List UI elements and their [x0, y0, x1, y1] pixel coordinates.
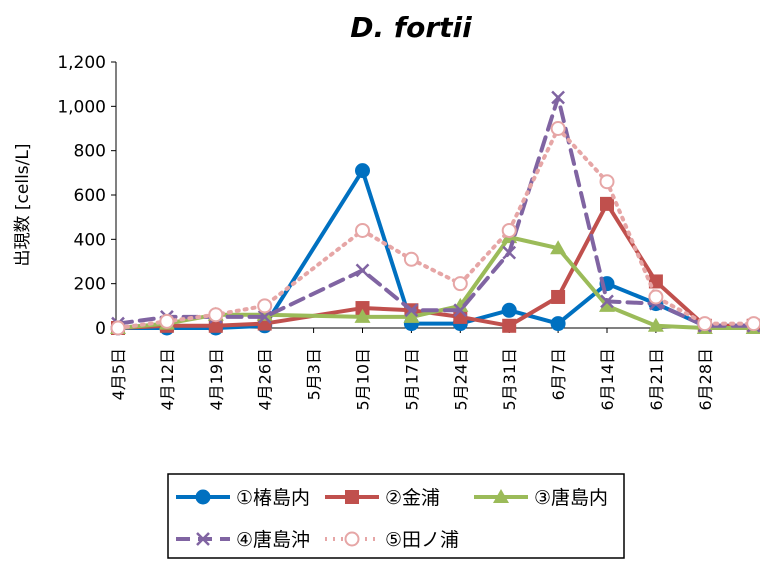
x-tick-label: 5月31日 — [500, 348, 519, 411]
series-1-point — [550, 316, 566, 332]
legend-item-2: ②金浦 — [325, 487, 440, 509]
series-5-point — [648, 289, 664, 305]
legend-label: ①椿島内 — [236, 487, 310, 509]
series-5-point — [746, 316, 760, 332]
series-2-point — [502, 318, 517, 333]
series-2-point — [551, 289, 566, 304]
legend-item-3: ③唐島内 — [474, 487, 608, 509]
series-5-point — [208, 307, 224, 323]
series-5-point — [257, 298, 273, 314]
legend-label: ③唐島内 — [534, 487, 608, 509]
series-2-point — [600, 196, 614, 211]
legend-label: ④唐島沖 — [236, 529, 310, 551]
y-tick-label: 600 — [74, 186, 106, 206]
legend: ①椿島内 ②金浦 ③唐島内 ④唐島沖 ⑤田ノ浦 — [167, 473, 625, 559]
series-5-point — [403, 251, 419, 267]
series-4-point — [257, 310, 272, 324]
x-tick-labels: 4月5日 4月12日 4月19日 4月26日 5月3日 5月10日 5月17日 5月24日 5月… — [109, 348, 715, 411]
x-tick-label: 5月17日 — [402, 348, 421, 411]
y-tick-labels: 0 200 400 600 800 1,000 1,200 — [57, 53, 106, 339]
series-5-point — [550, 121, 566, 136]
legend-label: ②金浦 — [385, 487, 440, 509]
series-3-point — [599, 297, 615, 312]
series-2-point — [208, 318, 223, 333]
legend-marker — [344, 531, 360, 547]
series-1-point — [355, 163, 370, 179]
y-tick-label: 1,000 — [57, 97, 106, 117]
x-tick-label: 5月24日 — [451, 348, 470, 411]
series-4-point — [404, 303, 419, 318]
x-tick-label: 5月3日 — [305, 348, 324, 400]
legend-marker — [345, 490, 359, 504]
y-tick-label: 800 — [74, 142, 106, 162]
y-tick-label: 1,200 — [57, 53, 106, 73]
x-tick-label: 5月10日 — [354, 348, 373, 411]
series-1-point — [501, 302, 517, 318]
x-tick-label: 4月26日 — [256, 348, 275, 411]
series-3-point — [354, 308, 371, 323]
series-3-point — [647, 317, 664, 332]
x-tick-label: 4月12日 — [158, 348, 177, 411]
series-2-point — [355, 301, 370, 316]
series-5-point — [452, 276, 468, 292]
series-4-point — [453, 303, 468, 318]
y-tick-label: 0 — [95, 319, 106, 339]
series-4-point — [502, 245, 517, 260]
legend-item-1: ①椿島内 — [176, 487, 310, 509]
series-5-point — [501, 222, 517, 238]
legend-item-5: ⑤田ノ浦 — [325, 529, 459, 551]
legend-label: ⑤田ノ浦 — [385, 529, 459, 551]
x-tick-label: 6月7日 — [549, 348, 568, 400]
legend-marker — [493, 489, 509, 503]
series-5 — [110, 121, 760, 336]
series-4-point — [355, 263, 370, 278]
series-4-point — [551, 90, 565, 105]
x-tick-label: 4月19日 — [207, 348, 226, 411]
legend-box — [167, 473, 625, 559]
legend-marker — [196, 532, 210, 546]
series-5-point — [110, 320, 126, 336]
series-5-point — [599, 174, 615, 190]
y-tick-label: 200 — [74, 275, 106, 295]
series-5-point — [697, 316, 713, 332]
x-tick-label: 6月28日 — [696, 348, 715, 411]
x-tick-label: 6月21日 — [647, 348, 666, 411]
series-5-point — [159, 313, 175, 329]
y-axis-label: 出現数 [cells/L] — [13, 144, 33, 267]
x-tick-label: 4月5日 — [109, 348, 128, 400]
y-tick-label: 400 — [74, 230, 106, 250]
legend-marker — [195, 489, 211, 505]
legend-item-4: ④唐島沖 — [176, 529, 310, 551]
series-4-point — [600, 294, 614, 309]
series-3-point — [550, 240, 567, 255]
x-tick-label: 6月14日 — [598, 348, 617, 411]
series-5-point — [355, 222, 370, 238]
series-3-point — [403, 308, 420, 323]
series-group — [110, 90, 760, 336]
axes — [111, 61, 740, 333]
chart-title: D. fortii — [350, 11, 472, 44]
